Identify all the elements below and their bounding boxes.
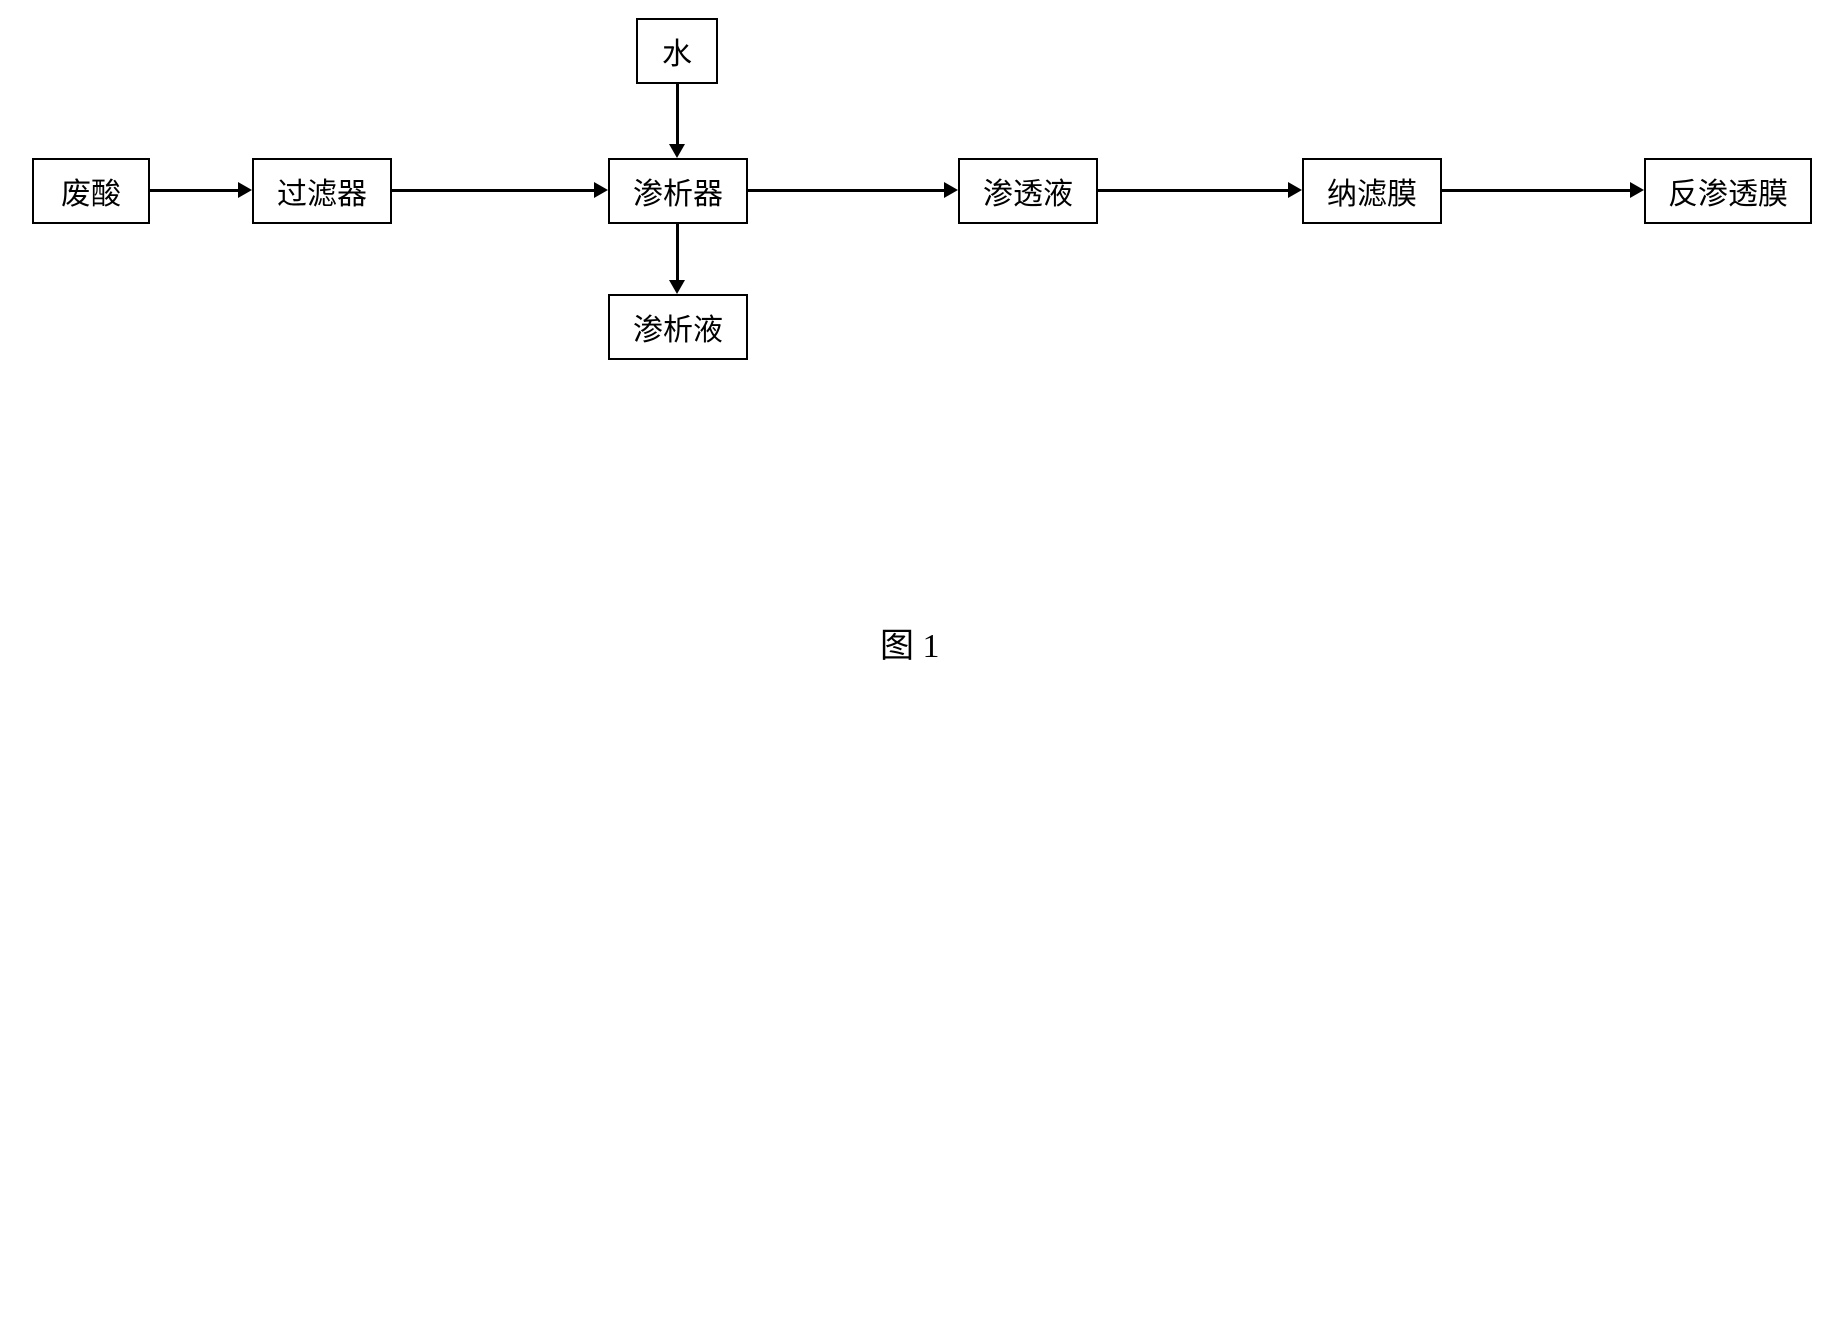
node-label: 渗透液	[983, 169, 1073, 213]
arrow-head-icon	[238, 182, 252, 198]
node-waste-acid: 废酸	[32, 158, 150, 224]
node-dialysate: 渗析液	[608, 294, 748, 360]
node-permeate: 渗透液	[958, 158, 1098, 224]
arrow-head-icon	[669, 144, 685, 158]
edge-dialyzer-permeate	[748, 189, 944, 192]
node-dialyzer: 渗析器	[608, 158, 748, 224]
flowchart-container: 水 废酸 过滤器 渗析器 渗透液 纳滤膜 反渗透膜 渗析液 图 1	[0, 0, 1836, 1332]
figure-caption: 图 1	[880, 618, 940, 667]
edge-nanofilter-ro	[1442, 189, 1630, 192]
node-label: 渗析液	[633, 305, 723, 349]
node-ro-membrane: 反渗透膜	[1644, 158, 1812, 224]
edge-wasteacid-filter	[150, 189, 238, 192]
node-label: 废酸	[61, 169, 121, 213]
arrow-head-icon	[944, 182, 958, 198]
node-label: 渗析器	[633, 169, 723, 213]
node-label: 过滤器	[277, 169, 367, 213]
edge-permeate-nanofilter	[1098, 189, 1288, 192]
node-water: 水	[636, 18, 718, 84]
arrow-head-icon	[1288, 182, 1302, 198]
edge-dialyzer-dialysate	[676, 224, 679, 280]
arrow-head-icon	[669, 280, 685, 294]
node-label: 纳滤膜	[1327, 169, 1417, 213]
arrow-head-icon	[1630, 182, 1644, 198]
edge-filter-dialyzer	[392, 189, 594, 192]
node-nanofilter: 纳滤膜	[1302, 158, 1442, 224]
node-filter: 过滤器	[252, 158, 392, 224]
edge-water-dialyzer	[676, 84, 679, 144]
node-label: 水	[662, 29, 692, 73]
arrow-head-icon	[594, 182, 608, 198]
caption-text: 图 1	[880, 628, 940, 665]
node-label: 反渗透膜	[1668, 169, 1788, 213]
